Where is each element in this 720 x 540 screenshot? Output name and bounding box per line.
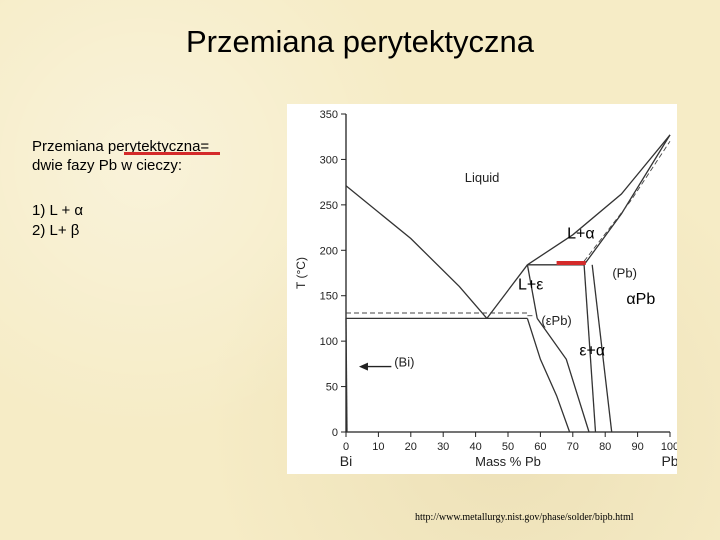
bi-arrow-head xyxy=(358,362,368,371)
list-item: 2) L+ β xyxy=(32,222,80,239)
source-url: http://www.metallurgy.nist.gov/phase/sol… xyxy=(415,512,634,523)
phase-line-bi-solvus xyxy=(345,318,348,433)
phase-annotation: ε+α xyxy=(579,343,605,360)
phase-annotation: αPb xyxy=(626,291,655,308)
y-tick-label: 150 xyxy=(320,291,338,303)
x-tick-label: 90 xyxy=(631,441,643,453)
phase-annotation: L+α xyxy=(567,225,595,242)
phase-line-eps-right-2 xyxy=(536,318,590,433)
x-end-label-bi: Bi xyxy=(340,453,352,469)
phase-line-pb-solvus-1 xyxy=(583,264,597,433)
x-tick-label: 10 xyxy=(372,441,384,453)
phase-line-eps-right-1 xyxy=(526,264,538,319)
slide-title: Przemiana perytektyczna xyxy=(185,24,535,59)
phase-diagram: 0 50 100 150 200 250 300 350 0 10 20 30 40 50 60 70 80 90… xyxy=(294,109,679,469)
x-axis-label: Mass % Pb xyxy=(475,454,541,469)
phase-line-liquidus-eps xyxy=(486,264,528,319)
intro-line-1: Przemiana perytektyczna= xyxy=(32,138,210,155)
x-tick-label: 40 xyxy=(469,441,481,453)
reaction-list: 1) L + α 2) L+ β xyxy=(32,201,83,241)
x-tick-label: 70 xyxy=(567,441,579,453)
x-tick-label: 50 xyxy=(502,441,514,453)
y-tick-label: 250 xyxy=(320,200,338,212)
x-tick-label: 100 xyxy=(661,441,677,453)
phase-diagram-panel: 0 50 100 150 200 250 300 350 0 10 20 30 40 50 60 70 80 90… xyxy=(287,104,679,474)
x-tick-label: 60 xyxy=(534,441,546,453)
red-underline xyxy=(124,152,220,155)
region-label: (εPb) xyxy=(541,313,571,328)
x-tick-label: 0 xyxy=(343,441,349,453)
region-label: Liquid xyxy=(465,170,500,185)
list-item: 1) L + α xyxy=(32,202,84,219)
phase-line-eps-left-solvus xyxy=(526,318,571,433)
y-tick-label: 300 xyxy=(320,154,338,166)
phase-line-solidus-pb-dash xyxy=(583,141,671,262)
x-tick-label: 80 xyxy=(599,441,611,453)
intro-line-2: dwie fazy Pb w cieczy: xyxy=(32,157,183,174)
y-tick-label: 350 xyxy=(320,109,338,121)
y-axis-label: T (°C) xyxy=(294,257,308,289)
intro-text: Przemiana perytektyczna= dwie fazy Pb w … xyxy=(32,137,292,175)
x-tick-label: 20 xyxy=(405,441,417,453)
x-tick-label: 30 xyxy=(437,441,449,453)
phase-line-liquidus-pb xyxy=(527,134,671,266)
y-tick-label: 0 xyxy=(332,427,338,439)
region-label: (Pb) xyxy=(612,266,637,281)
x-end-label-pb: Pb xyxy=(661,453,677,469)
y-tick-label: 100 xyxy=(320,336,338,348)
y-tick-label: 50 xyxy=(326,382,338,394)
y-tick-label: 200 xyxy=(320,245,338,257)
phase-annotation: L+ε xyxy=(518,276,543,293)
phase-line-solidus-pb xyxy=(583,134,671,266)
region-label: (Bi) xyxy=(394,355,414,370)
phase-line-liquidus-bi xyxy=(345,185,488,319)
phase-line-pb-solvus-2 xyxy=(591,264,613,433)
